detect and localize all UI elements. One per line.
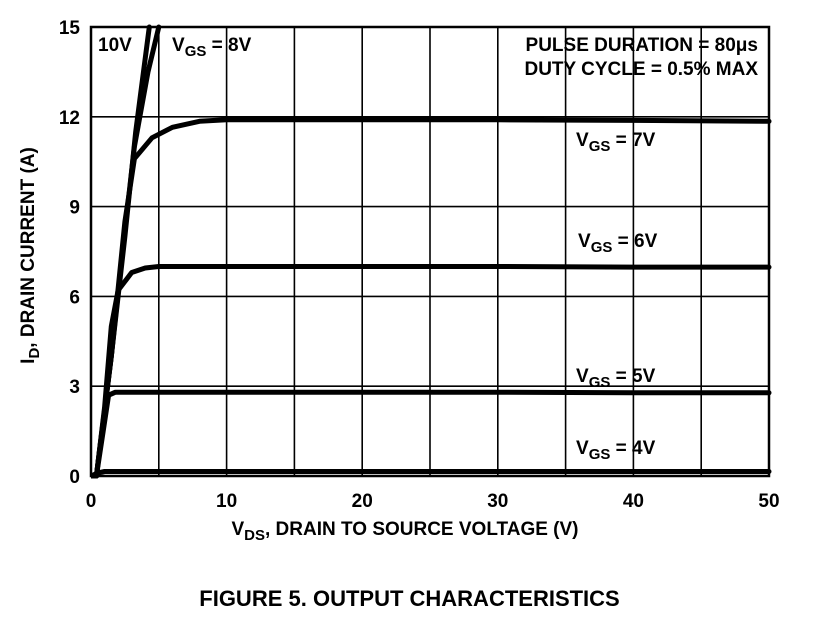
series-label-vgs-8v: VGS = 8V: [172, 35, 252, 60]
y-tick-label: 3: [69, 377, 80, 398]
series-line-4: [91, 389, 772, 479]
y-tick-label: 0: [69, 467, 80, 488]
series-label-vgs-7v: VGS = 7V: [576, 130, 656, 155]
series-label-10v: 10V: [98, 35, 132, 56]
y-tick-label: 6: [69, 287, 80, 308]
figure-caption: FIGURE 5. OUTPUT CHARACTERISTICS: [199, 586, 620, 611]
x-tick-label: 10: [216, 491, 237, 512]
plot-frame: [89, 25, 771, 478]
grid: [91, 27, 769, 476]
series-line-2: [91, 117, 772, 479]
output-characteristics-chart: 0 10 20 30 40 50 0 3 6 9 12 15 VDS, DRAIN TO SOURC…: [18, 18, 780, 544]
y-tick-labels: 0 3 6 9 12 15: [59, 18, 81, 488]
curves: [91, 24, 772, 479]
x-tick-labels: 0 10 20 30 40 50: [86, 491, 780, 512]
series-line-5: [91, 469, 772, 479]
y-axis-label: ID, DRAIN CURRENT (A): [18, 147, 43, 364]
x-tick-label: 20: [352, 491, 373, 512]
x-tick-label: 50: [758, 491, 779, 512]
y-tick-label: 9: [69, 198, 80, 219]
pulse-duration-note: PULSE DURATION = 80μs: [526, 35, 758, 56]
x-axis-label: VDS, DRAIN TO SOURCE VOLTAGE (V): [231, 519, 578, 544]
y-tick-label: 15: [59, 18, 81, 39]
x-tick-label: 0: [86, 491, 97, 512]
series-label-vgs-6v: VGS = 6V: [578, 231, 658, 256]
x-tick-label: 40: [623, 491, 644, 512]
duty-cycle-note: DUTY CYCLE = 0.5% MAX: [524, 59, 758, 80]
series-label-vgs-4v: VGS = 4V: [576, 438, 656, 463]
series-line-1: [91, 24, 162, 479]
series-label-vgs-5v: VGS = 5V: [576, 366, 656, 391]
y-tick-label: 12: [59, 108, 80, 129]
x-tick-label: 30: [487, 491, 508, 512]
